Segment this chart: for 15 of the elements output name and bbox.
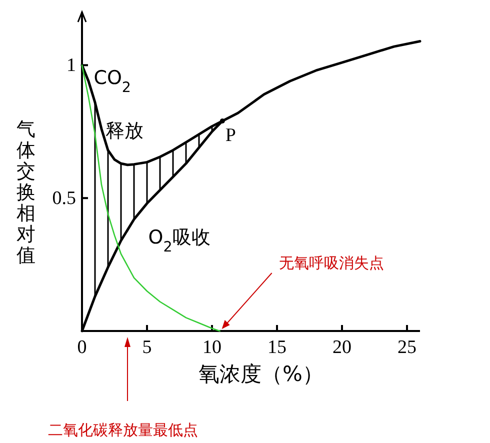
annotation: 无氧呼吸消失点 — [278, 254, 384, 272]
text: 二氧化碳释放量最低点 — [48, 421, 198, 439]
y-tick-label: 1 — [66, 55, 76, 76]
x-tick-label: 10 — [202, 337, 222, 358]
x-tick-label: 0 — [77, 337, 87, 358]
x-tick-label: 5 — [142, 337, 152, 358]
text: CO$_{2}$释放 — [94, 66, 144, 142]
annotation: P — [225, 124, 236, 146]
x-tick-label: 15 — [268, 337, 286, 358]
series-label: O$_{2}$吸收 — [148, 226, 210, 256]
x-tick-label: 20 — [332, 337, 352, 358]
y-tick-label: 0.5 — [52, 188, 76, 210]
x-axis-title: 氧浓度（%） — [198, 362, 324, 386]
y-axis-title: 气体交换相对值 — [16, 118, 36, 266]
x-tick-label: 25 — [398, 337, 416, 358]
